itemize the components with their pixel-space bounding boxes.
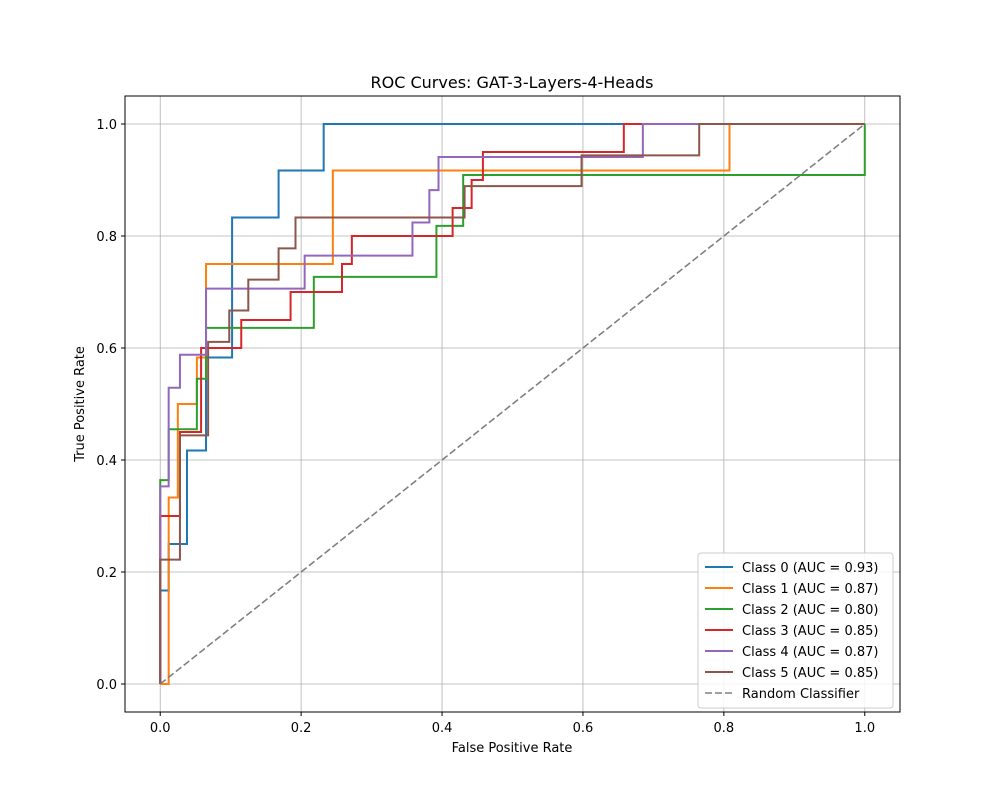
x-tick-label: 0.4 — [432, 721, 453, 736]
y-axis-title: True Positive Rate — [73, 346, 88, 463]
legend-label: Random Classifier — [742, 687, 860, 702]
legend-label: Class 1 (AUC = 0.87) — [742, 582, 878, 597]
legend-label: Class 4 (AUC = 0.87) — [742, 645, 878, 660]
x-tick-label: 0.0 — [150, 721, 171, 736]
y-tick-label: 0.8 — [96, 230, 117, 245]
x-tick-label: 1.0 — [854, 721, 875, 736]
x-tick-label: 0.6 — [573, 721, 594, 736]
roc-line-class-3 — [159, 123, 865, 684]
legend-label: Class 0 (AUC = 0.93) — [742, 561, 878, 576]
legend: Class 0 (AUC = 0.93) Class 1 (AUC = 0.87)… — [697, 552, 894, 709]
roc-line-class-5 — [159, 123, 865, 684]
y-tick-label: 1.0 — [96, 118, 117, 133]
axis-ticks: 0.0 0.2 0.4 0.6 0.8 1.0 0.0 0.2 0.4 0.6 0.8 1.0 — [96, 118, 875, 736]
chart-title: ROC Curves: GAT-3-Layers-4-Heads — [371, 73, 654, 92]
legend-label: Class 5 (AUC = 0.85) — [742, 666, 878, 681]
legend-label: Class 2 (AUC = 0.80) — [742, 603, 878, 618]
x-axis-title: False Positive Rate — [452, 741, 573, 756]
plot-frame — [124, 95, 901, 713]
y-tick-label: 0.6 — [96, 342, 117, 357]
x-tick-label: 0.2 — [291, 721, 312, 736]
y-tick-label: 0.4 — [96, 454, 117, 469]
grid — [125, 96, 900, 712]
y-tick-label: 0.2 — [96, 566, 117, 581]
legend-box — [697, 552, 894, 709]
roc-line-class-4 — [159, 123, 865, 684]
y-tick-label: 0.0 — [96, 678, 117, 693]
legend-label: Class 3 (AUC = 0.85) — [742, 624, 878, 639]
x-tick-label: 0.8 — [714, 721, 735, 736]
series-lines — [159, 123, 866, 685]
